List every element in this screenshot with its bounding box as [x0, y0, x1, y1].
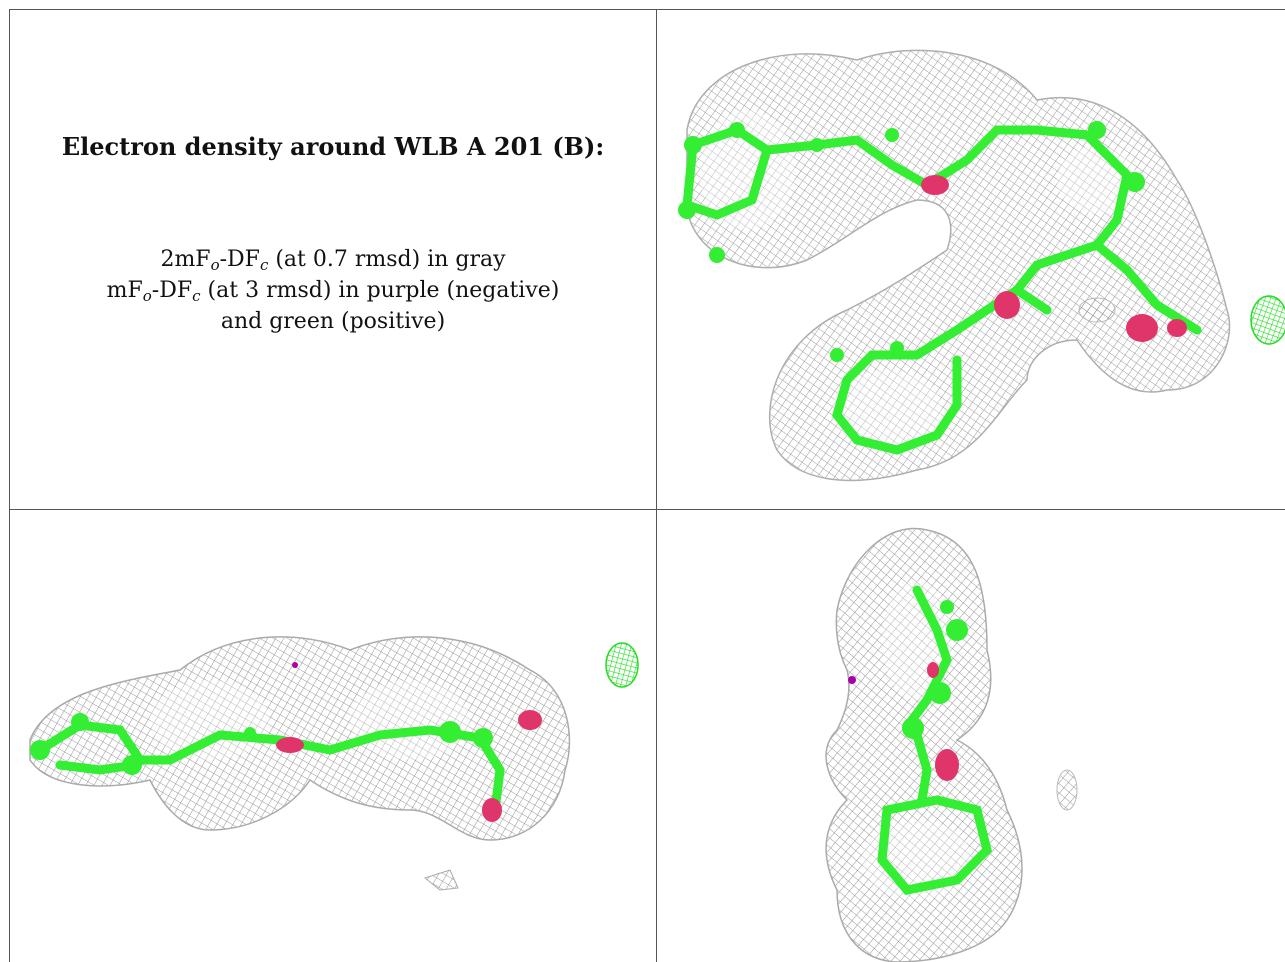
table-divider-horizontal: [9, 509, 1285, 510]
legend-line-difference: mFo-DFc (at 3 rmsd) in purple (negative): [106, 278, 560, 305]
legend-line-positive: and green (positive): [220, 309, 446, 334]
negative-difference-speck: [848, 676, 856, 684]
figure-grid: Electron density around WLB A 201 (B): 2…: [9, 9, 1285, 962]
oxygen-atoms: [276, 710, 542, 822]
density-mesh: [686, 49, 1231, 482]
table-border-left: [9, 9, 10, 962]
oxygen-atoms: [921, 175, 1187, 342]
oxygen-atoms: [927, 662, 959, 781]
small-gray-blob: [423, 869, 459, 891]
density-view-bottom-left: [10, 510, 656, 962]
density-view-top-right: [657, 10, 1285, 509]
caption-cell: Electron density around WLB A 201 (B): 2…: [10, 10, 656, 509]
ligand-atoms: [678, 121, 1145, 362]
table-divider-vertical: [656, 9, 657, 962]
small-gray-blob: [1078, 297, 1116, 323]
positive-difference-blob: [1250, 295, 1285, 345]
positive-difference-blob: [605, 642, 639, 688]
table-border-top: [9, 9, 1285, 10]
density-view-bottom-right: [657, 510, 1285, 962]
legend-line-gray: 2mFo-DFc (at 0.7 rmsd) in gray: [160, 247, 506, 274]
small-gray-blob: [1056, 769, 1078, 811]
negative-difference-speck: [292, 662, 298, 668]
ligand-atoms: [902, 600, 968, 739]
caption-legend: 2mFo-DFc (at 0.7 rmsd) in gray mFo-DFc (…: [10, 244, 656, 337]
ligand-atoms: [30, 713, 493, 775]
ligand-model: [877, 585, 992, 895]
caption-heading: Electron density around WLB A 201 (B):: [61, 132, 605, 161]
